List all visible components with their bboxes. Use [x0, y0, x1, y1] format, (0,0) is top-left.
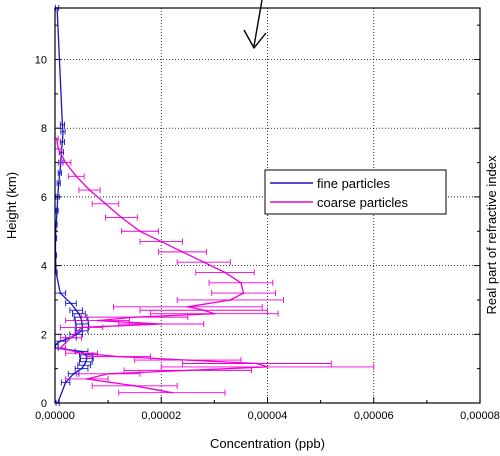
y-tick-label: 0 [41, 398, 47, 410]
y-tick-label: 6 [41, 192, 47, 204]
data-point [62, 130, 64, 133]
data-point [170, 391, 173, 394]
data-point [70, 336, 72, 339]
series-layer [54, 5, 375, 406]
data-point [242, 292, 245, 294]
data-point [79, 316, 82, 319]
data-point [202, 261, 205, 264]
data-point [224, 271, 226, 274]
data-point [266, 366, 269, 368]
y-axis-title: Height (km) [4, 172, 19, 239]
data-point [186, 369, 189, 372]
series-coarse-particles [54, 135, 375, 396]
series-fine-particles [54, 5, 94, 406]
x-tick-label: 0,00004 [248, 410, 288, 422]
data-point [88, 189, 91, 191]
annotation-arrow [243, 0, 267, 49]
data-point [72, 372, 75, 375]
series-line-coarse-particles [55, 138, 268, 394]
x-tick-label: 0,00002 [141, 410, 181, 422]
data-point [181, 250, 184, 253]
data-point [117, 355, 120, 358]
x-tick-label: 0,00006 [354, 410, 394, 422]
data-point [120, 216, 123, 219]
data-point [202, 309, 205, 312]
data-point [107, 372, 110, 375]
data-point [61, 141, 64, 143]
legend: fine particles coarse particles [264, 169, 447, 215]
data-point [80, 367, 83, 370]
y-tick-label: 8 [41, 123, 47, 135]
legend-label-coarse-particles: coarse particles [317, 195, 409, 210]
data-point [59, 347, 62, 349]
data-point [85, 378, 88, 380]
x-axis-title: Concentration (ppb) [210, 436, 325, 451]
data-point [213, 312, 216, 315]
data-point [55, 271, 57, 274]
data-point [55, 137, 58, 140]
data-point [58, 171, 61, 174]
legend-box [264, 169, 447, 215]
series-line-fine-particles [54, 7, 88, 404]
data-point [139, 230, 141, 233]
data-point [160, 240, 163, 243]
data-point [78, 312, 80, 315]
data-point [84, 354, 87, 356]
data-point [80, 352, 83, 355]
data-point [80, 350, 83, 353]
data-point [160, 323, 163, 325]
data-point [186, 305, 189, 308]
x-tick-label: 0,00000 [35, 410, 75, 422]
data-point [61, 123, 64, 126]
data-point [75, 309, 78, 312]
tick-labels: 0,00000 0,00002 0,00004 0,00006 0,00008 0 2 4 6 8… [35, 55, 500, 422]
data-point [81, 323, 83, 325]
data-point [240, 281, 242, 284]
y-tick-label: 4 [41, 261, 47, 273]
data-point [255, 362, 258, 365]
data-point [186, 359, 189, 361]
arrow-head [243, 29, 267, 49]
data-point [70, 302, 72, 305]
x-tick-label: 0,00008 [460, 410, 500, 422]
data-point [75, 175, 78, 178]
data-point [57, 147, 60, 150]
data-point [55, 223, 57, 226]
data-point [80, 326, 83, 329]
data-point [84, 360, 87, 363]
y-tick-label: 10 [35, 55, 47, 67]
data-point [133, 316, 136, 319]
y-tick-label: 2 [41, 329, 47, 341]
data-point [83, 364, 86, 367]
legend-label-fine-particles: fine particles [317, 176, 390, 191]
data-point [56, 209, 59, 212]
data-point [229, 299, 232, 301]
data-point [104, 202, 107, 205]
data-point [133, 384, 136, 387]
data-point [80, 329, 83, 332]
data-point [57, 182, 60, 185]
data-point [96, 319, 99, 322]
data-point [59, 292, 62, 294]
data-point [64, 161, 67, 164]
axis-ticks [54, 24, 481, 404]
y2-axis-title: Real part of refractive index [484, 155, 499, 314]
